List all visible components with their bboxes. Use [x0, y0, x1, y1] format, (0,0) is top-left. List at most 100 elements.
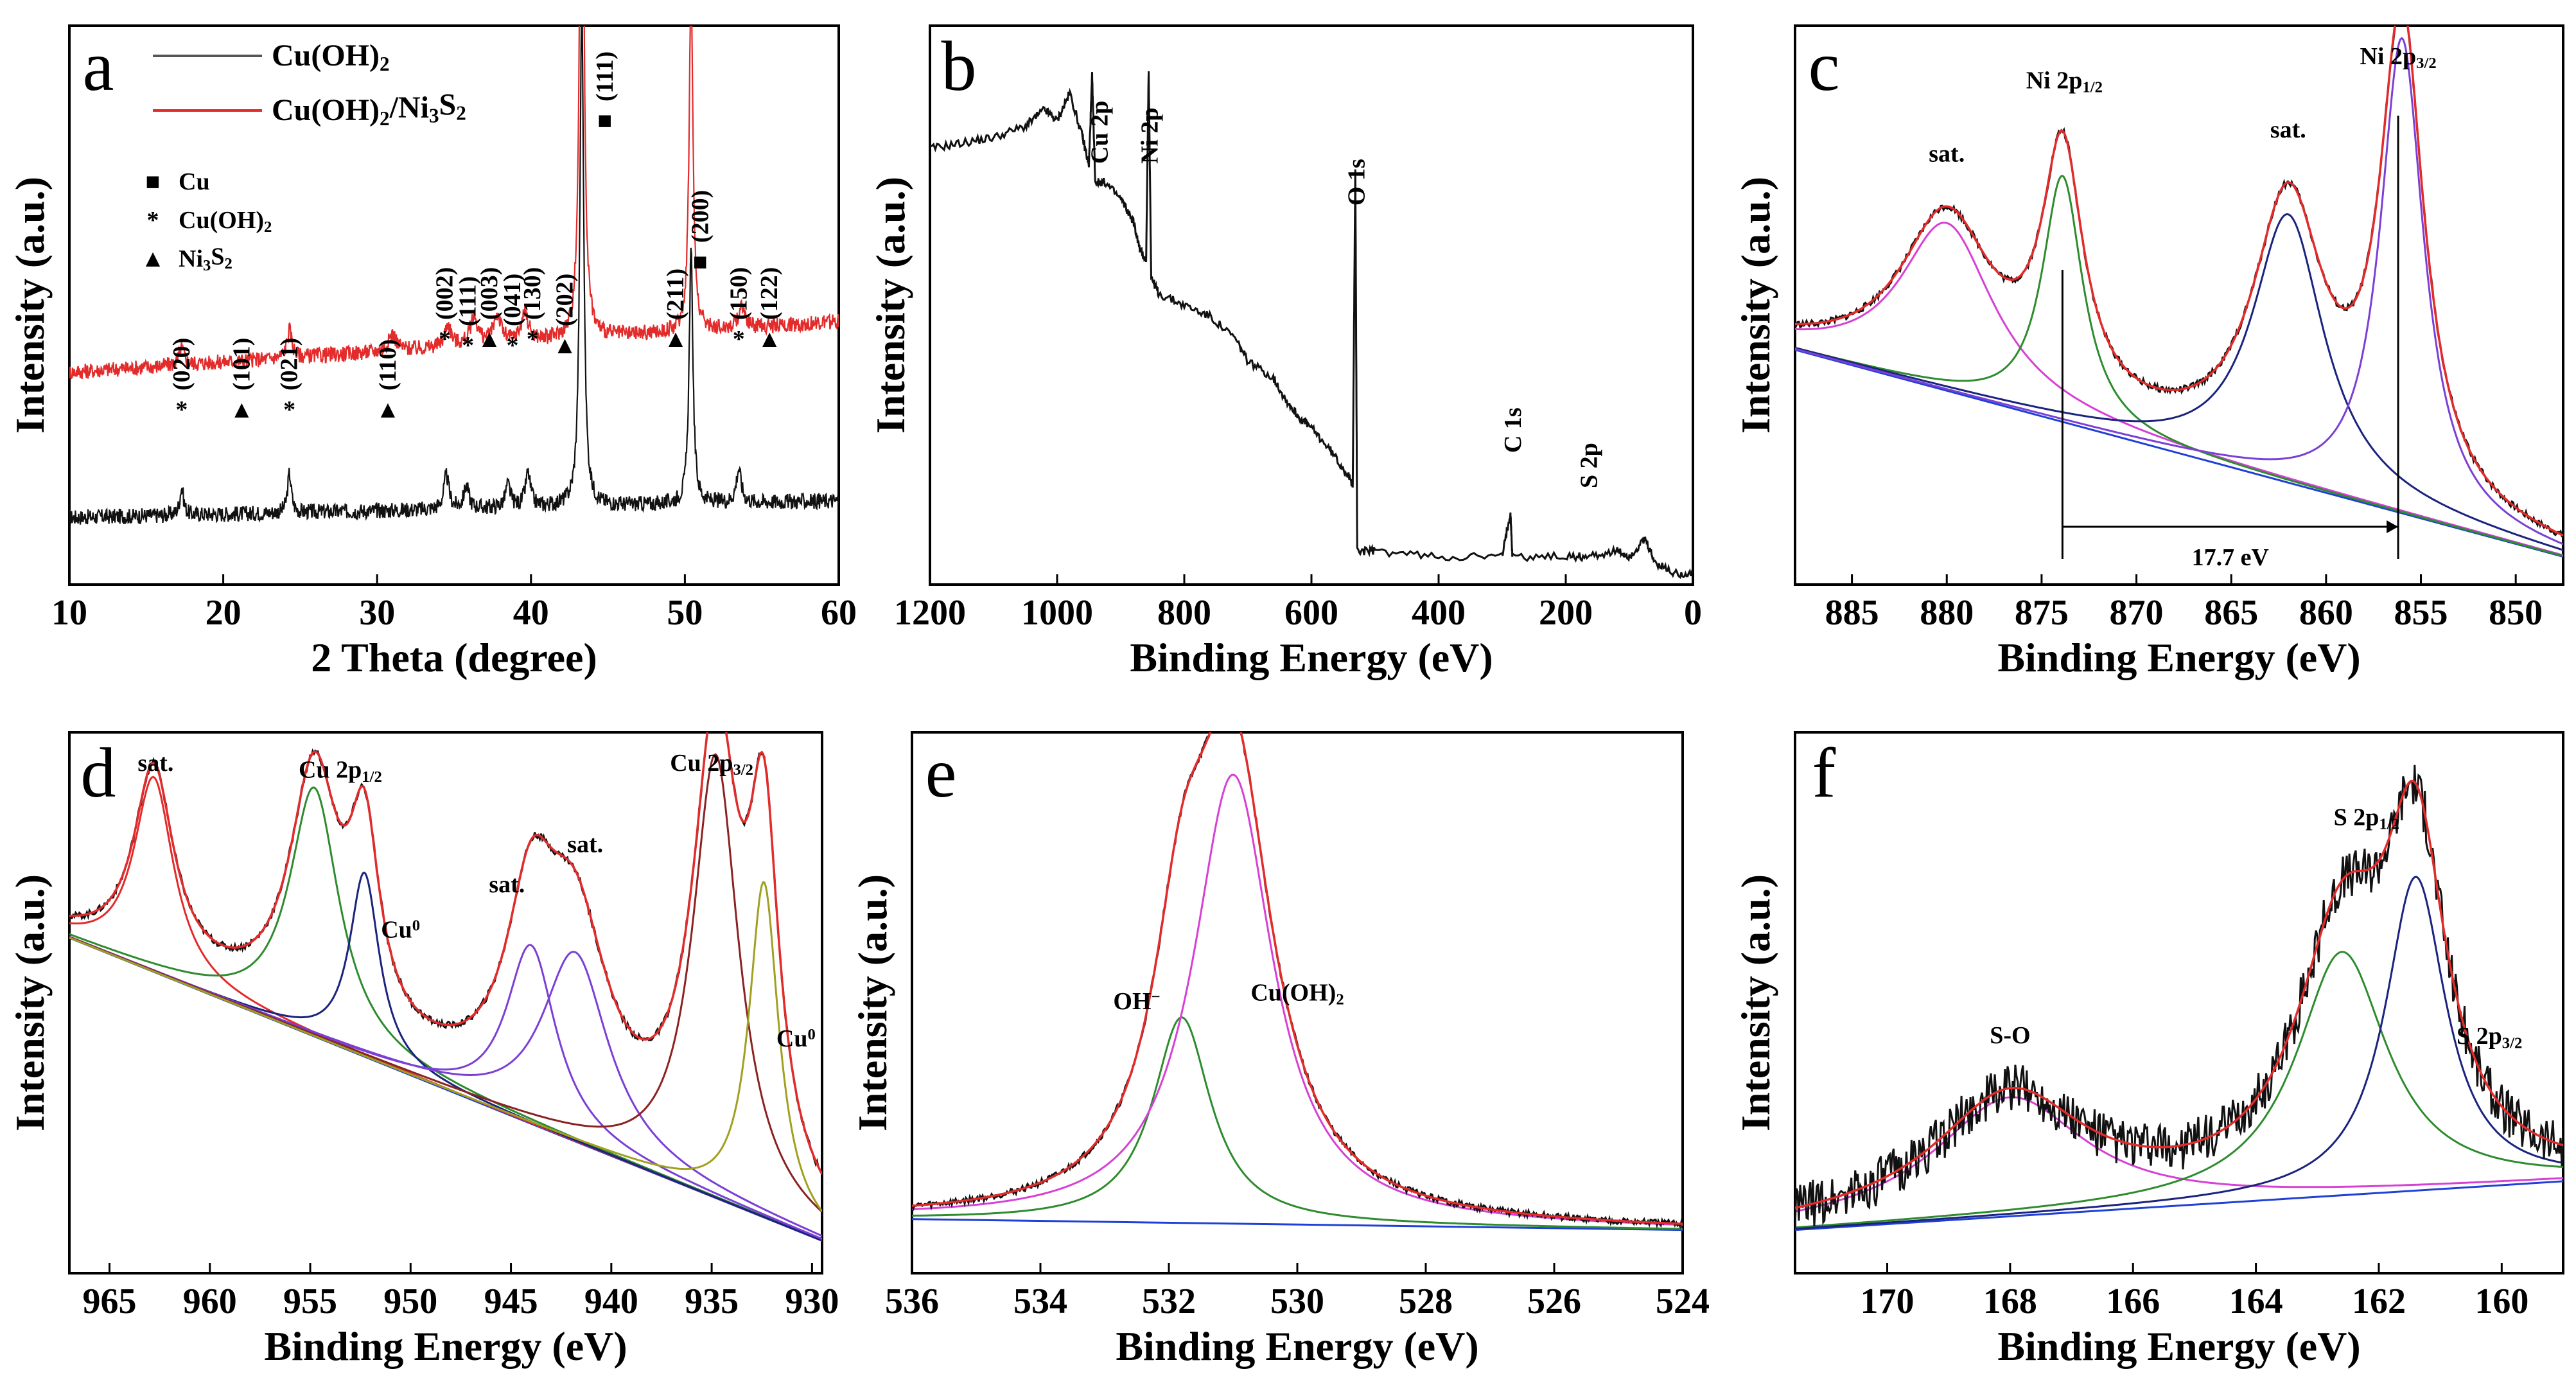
x-tick-label: 164: [2229, 1282, 2283, 1321]
peak-label: OH−: [1113, 988, 1160, 1015]
peak-label: Ni 2p3/2: [2360, 43, 2436, 72]
peak-marker: *: [462, 332, 474, 359]
x-axis-label: Binding Energy (eV): [1130, 635, 1493, 680]
x-axis-label: 2 Theta (degree): [311, 635, 597, 680]
peak-label: S-O: [1990, 1022, 2030, 1049]
legend-marker-label: Cu: [179, 168, 210, 195]
x-tick-label: 950: [383, 1282, 437, 1321]
x-tick-label: 880: [1920, 593, 1974, 633]
y-axis-label: Intensity (a.u.): [868, 177, 913, 434]
x-tick-label: 162: [2352, 1282, 2406, 1321]
component-peak: [69, 871, 822, 1242]
peak-label: sat.: [567, 831, 603, 858]
plot-area: [69, 26, 839, 525]
x-tick-label: 960: [183, 1282, 237, 1321]
panel-e: e 536 534 532 530 528 526 524 Binding Energy (eV…: [850, 731, 1710, 1369]
panel-c: c 885 880 875 870 865 860 855 850 Binding Energy …: [1733, 24, 2564, 680]
x-tick-label: 166: [2106, 1282, 2160, 1321]
x-tick-label: 50: [667, 593, 703, 633]
x-tick-label: 10: [51, 593, 87, 633]
panel-f: f 170 168 166 164 162 160 Binding Energy (eV) In…: [1733, 731, 2564, 1369]
x-axis-label: Binding Energy (eV): [264, 1323, 627, 1369]
plot-area: [1795, 764, 2563, 1231]
component-peak: [69, 881, 822, 1212]
peak-label: Ni 2p: [1137, 107, 1164, 164]
peak-marker: *: [733, 326, 745, 353]
x-tick-label: 965: [83, 1282, 137, 1321]
series-line-survey: [930, 71, 1693, 579]
x-tick-label: 200: [1539, 593, 1593, 633]
plot-area: [930, 71, 1693, 579]
plot-area: [69, 732, 822, 1242]
arrow-head: [2387, 520, 2399, 533]
x-tick-label: 534: [1013, 1282, 1067, 1321]
raw-data-line: [1795, 26, 2563, 538]
x-tick-label: 865: [2204, 593, 2258, 633]
peak-label: Cu 2p3/2: [670, 750, 753, 779]
peak-marker: *: [175, 396, 188, 423]
peak-marker: ▲: [757, 326, 782, 353]
x-tick-label: 1000: [1021, 593, 1093, 633]
y-axis-label: Intensity (a.u.): [7, 874, 53, 1131]
peak-label: Cu 2p1/2: [299, 757, 382, 786]
peak-label: S 2p1/2: [2334, 804, 2399, 833]
legend-marker-label: Cu(OH)2: [179, 207, 272, 236]
panel-letter: d: [81, 734, 116, 812]
raw-data-line: [1795, 764, 2563, 1229]
x-tick-label: 168: [1983, 1282, 2037, 1321]
peak-label: (111): [455, 276, 482, 326]
raw-data-line: [912, 732, 1683, 1230]
background-line: [1795, 349, 2563, 558]
peak-label: S 2p3/2: [2457, 1023, 2522, 1052]
panel-letter: a: [83, 27, 114, 105]
panel-letter: c: [1809, 27, 1840, 105]
x-tick-label: 0: [1684, 593, 1702, 633]
x-tick-label: 532: [1142, 1282, 1196, 1321]
peak-label: sat.: [489, 871, 525, 898]
peak-label: (202): [552, 274, 579, 326]
component-peak: [1795, 175, 2563, 558]
y-axis-label: Intensity (a.u.): [850, 874, 895, 1131]
peak-label: sat.: [2270, 116, 2306, 143]
peak-label: (101): [228, 338, 255, 391]
x-tick-label: 935: [685, 1282, 739, 1321]
peak-marker: ▲: [663, 326, 688, 353]
peak-label: Cu0: [381, 917, 420, 944]
y-axis-label: Intensity (a.u.): [1733, 874, 1778, 1131]
series-line-cu-oh2-ni3s2: [69, 26, 839, 380]
x-tick-label: 160: [2475, 1282, 2528, 1321]
background-line: [1795, 1180, 2563, 1231]
peak-label: O 1s: [1343, 159, 1370, 206]
peak-label: (041): [499, 274, 526, 326]
peak-label: S 2p: [1576, 443, 1603, 488]
x-tick-label: 170: [1861, 1282, 1914, 1321]
x-tick-label: 860: [2299, 593, 2353, 633]
peak-label: Cu 2p: [1086, 101, 1113, 164]
x-tick-label: 524: [1656, 1282, 1710, 1321]
panel-letter: e: [925, 734, 957, 812]
peak-marker: ■: [597, 107, 612, 134]
peak-label: (111): [591, 51, 618, 101]
y-axis-label: Intensity (a.u.): [1733, 177, 1778, 434]
peak-label: C 1s: [1500, 407, 1527, 453]
plot-frame: [68, 731, 823, 1275]
peak-marker: ▲: [477, 326, 502, 353]
peak-label: (110): [374, 339, 401, 391]
x-tick-label: 400: [1412, 593, 1466, 633]
x-tick-label: 870: [2110, 593, 2164, 633]
panel-b: b 1200 1000 800 600 400 200 0 Binding Energy (eV…: [868, 24, 1702, 680]
peak-marker: *: [283, 396, 295, 423]
plot-frame: [1794, 24, 2564, 586]
peak-label: (130): [519, 267, 546, 320]
fit-envelope-line: [912, 732, 1683, 1225]
x-axis-label: Binding Energy (eV): [1116, 1323, 1478, 1369]
x-tick-label: 955: [283, 1282, 337, 1321]
legend-label: Cu(OH)2: [272, 39, 390, 75]
fit-envelope-line: [1795, 779, 2563, 1210]
peak-marker: ■: [693, 249, 708, 276]
legend-marker: ■: [146, 168, 161, 195]
peak-label: Cu0: [776, 1025, 816, 1052]
panel-letter: f: [1812, 734, 1836, 812]
peak-label: (122): [756, 267, 783, 320]
